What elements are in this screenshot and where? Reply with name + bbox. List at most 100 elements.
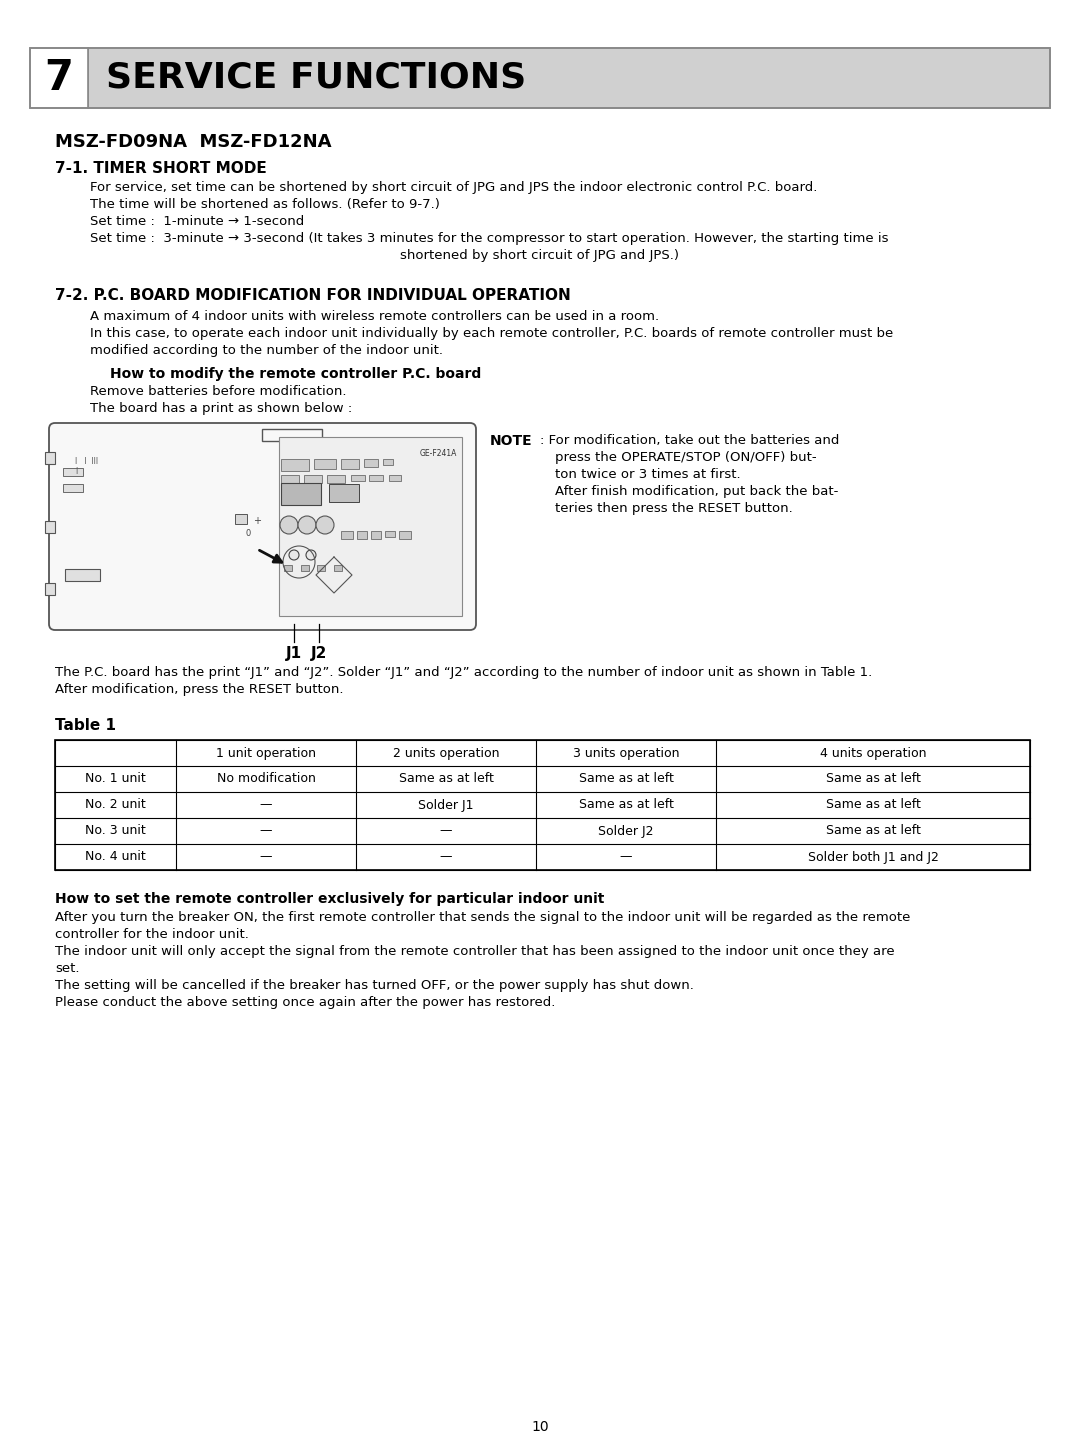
Text: press the OPERATE/STOP (ON/OFF) but-: press the OPERATE/STOP (ON/OFF) but- bbox=[555, 451, 816, 464]
Text: Same as at left: Same as at left bbox=[399, 772, 494, 785]
Text: teries then press the RESET button.: teries then press the RESET button. bbox=[555, 503, 793, 516]
Bar bbox=[341, 531, 353, 539]
Text: For service, set time can be shortened by short circuit of JPG and JPS the indoo: For service, set time can be shortened b… bbox=[90, 181, 818, 194]
Circle shape bbox=[280, 516, 298, 534]
Text: Solder J1: Solder J1 bbox=[418, 799, 474, 812]
Bar bbox=[329, 484, 359, 503]
Text: GE-F241A: GE-F241A bbox=[420, 449, 457, 458]
Text: 1 unit operation: 1 unit operation bbox=[216, 746, 316, 759]
Bar bbox=[65, 569, 100, 582]
Text: A maximum of 4 indoor units with wireless remote controllers can be used in a ro: A maximum of 4 indoor units with wireles… bbox=[90, 310, 659, 323]
Text: Table 1: Table 1 bbox=[55, 719, 116, 733]
Text: —: — bbox=[440, 825, 453, 838]
Text: After modification, press the RESET button.: After modification, press the RESET butt… bbox=[55, 683, 343, 696]
Text: The setting will be cancelled if the breaker has turned OFF, or the power supply: The setting will be cancelled if the bre… bbox=[55, 979, 693, 992]
Bar bbox=[314, 459, 336, 469]
Bar bbox=[63, 484, 83, 491]
Text: —: — bbox=[440, 851, 453, 864]
Text: In this case, to operate each indoor unit individually by each remote controller: In this case, to operate each indoor uni… bbox=[90, 327, 893, 340]
Text: —: — bbox=[260, 799, 272, 812]
Text: No. 3 unit: No. 3 unit bbox=[85, 825, 146, 838]
Text: Same as at left: Same as at left bbox=[579, 799, 674, 812]
Text: Please conduct the above setting once again after the power has restored.: Please conduct the above setting once ag… bbox=[55, 996, 555, 1009]
Text: Set time :  3-minute → 3-second (It takes 3 minutes for the compressor to start : Set time : 3-minute → 3-second (It takes… bbox=[90, 232, 889, 245]
Text: 4 units operation: 4 units operation bbox=[820, 746, 927, 759]
Text: No. 4 unit: No. 4 unit bbox=[85, 851, 146, 864]
Text: J1: J1 bbox=[286, 647, 302, 661]
Text: 7: 7 bbox=[44, 58, 73, 99]
Bar bbox=[45, 520, 55, 533]
Text: Same as at left: Same as at left bbox=[825, 825, 920, 838]
Text: Same as at left: Same as at left bbox=[579, 772, 674, 785]
Circle shape bbox=[306, 550, 316, 560]
Text: How to set the remote controller exclusively for particular indoor unit: How to set the remote controller exclusi… bbox=[55, 891, 605, 906]
Bar bbox=[318, 564, 325, 572]
Bar bbox=[55, 740, 1030, 870]
Text: J2: J2 bbox=[311, 647, 327, 661]
Text: 0: 0 bbox=[245, 528, 251, 539]
Text: Same as at left: Same as at left bbox=[825, 799, 920, 812]
Text: SERVICE FUNCTIONS: SERVICE FUNCTIONS bbox=[106, 60, 526, 95]
Bar bbox=[30, 48, 87, 108]
Bar bbox=[281, 482, 321, 505]
Bar bbox=[303, 475, 322, 482]
Bar bbox=[261, 429, 322, 441]
Text: After finish modification, put back the bat-: After finish modification, put back the … bbox=[555, 485, 838, 498]
FancyBboxPatch shape bbox=[49, 423, 476, 631]
Bar bbox=[45, 452, 55, 464]
Bar bbox=[281, 459, 309, 471]
Text: I   I  III: I I III bbox=[75, 456, 98, 467]
Bar bbox=[372, 531, 381, 539]
Text: NOTE: NOTE bbox=[490, 433, 532, 448]
Text: set.: set. bbox=[55, 962, 80, 975]
Bar bbox=[389, 475, 401, 481]
Bar bbox=[364, 459, 378, 467]
Bar bbox=[383, 459, 393, 465]
Bar bbox=[279, 436, 462, 616]
Text: The indoor unit will only accept the signal from the remote controller that has : The indoor unit will only accept the sig… bbox=[55, 945, 894, 958]
Text: 7-1. TIMER SHORT MODE: 7-1. TIMER SHORT MODE bbox=[55, 161, 267, 176]
Text: Remove batteries before modification.: Remove batteries before modification. bbox=[90, 384, 347, 397]
Text: I: I bbox=[75, 467, 78, 477]
Bar bbox=[301, 564, 309, 572]
Bar bbox=[327, 475, 345, 482]
Circle shape bbox=[289, 550, 299, 560]
Bar bbox=[357, 531, 367, 539]
Text: No. 2 unit: No. 2 unit bbox=[85, 799, 146, 812]
Text: : For modification, take out the batteries and: : For modification, take out the batteri… bbox=[540, 433, 839, 446]
Bar bbox=[235, 514, 247, 524]
Circle shape bbox=[298, 516, 316, 534]
Bar bbox=[399, 531, 411, 539]
Bar bbox=[30, 48, 1050, 108]
Text: After you turn the breaker ON, the first remote controller that sends the signal: After you turn the breaker ON, the first… bbox=[55, 912, 910, 924]
Text: 3 units operation: 3 units operation bbox=[572, 746, 679, 759]
Circle shape bbox=[316, 516, 334, 534]
Text: The time will be shortened as follows. (Refer to 9-7.): The time will be shortened as follows. (… bbox=[90, 197, 440, 212]
Text: controller for the indoor unit.: controller for the indoor unit. bbox=[55, 927, 248, 940]
Text: No modification: No modification bbox=[217, 772, 315, 785]
Text: —: — bbox=[260, 825, 272, 838]
Text: Same as at left: Same as at left bbox=[825, 772, 920, 785]
Bar bbox=[369, 475, 383, 481]
Bar bbox=[351, 475, 365, 481]
Bar bbox=[281, 475, 299, 482]
Bar bbox=[284, 564, 292, 572]
Bar bbox=[87, 48, 1050, 108]
Text: shortened by short circuit of JPG and JPS.): shortened by short circuit of JPG and JP… bbox=[401, 249, 679, 262]
Text: 10: 10 bbox=[531, 1420, 549, 1434]
Text: Set time :  1-minute → 1-second: Set time : 1-minute → 1-second bbox=[90, 215, 305, 228]
Text: —: — bbox=[620, 851, 632, 864]
Text: The P.C. board has the print “J1” and “J2”. Solder “J1” and “J2” according to th: The P.C. board has the print “J1” and “J… bbox=[55, 665, 873, 680]
Text: How to modify the remote controller P.C. board: How to modify the remote controller P.C.… bbox=[110, 367, 482, 382]
Bar bbox=[45, 583, 55, 595]
Bar bbox=[341, 459, 359, 469]
Bar bbox=[334, 564, 342, 572]
Text: MSZ-FD09NA  MSZ-FD12NA: MSZ-FD09NA MSZ-FD12NA bbox=[55, 132, 332, 151]
Text: —: — bbox=[260, 851, 272, 864]
Text: The board has a print as shown below :: The board has a print as shown below : bbox=[90, 402, 352, 415]
Text: 2 units operation: 2 units operation bbox=[393, 746, 499, 759]
Text: Solder both J1 and J2: Solder both J1 and J2 bbox=[808, 851, 939, 864]
Text: 7-2. P.C. BOARD MODIFICATION FOR INDIVIDUAL OPERATION: 7-2. P.C. BOARD MODIFICATION FOR INDIVID… bbox=[55, 288, 570, 302]
Text: ton twice or 3 times at first.: ton twice or 3 times at first. bbox=[555, 468, 741, 481]
Text: No. 1 unit: No. 1 unit bbox=[85, 772, 146, 785]
